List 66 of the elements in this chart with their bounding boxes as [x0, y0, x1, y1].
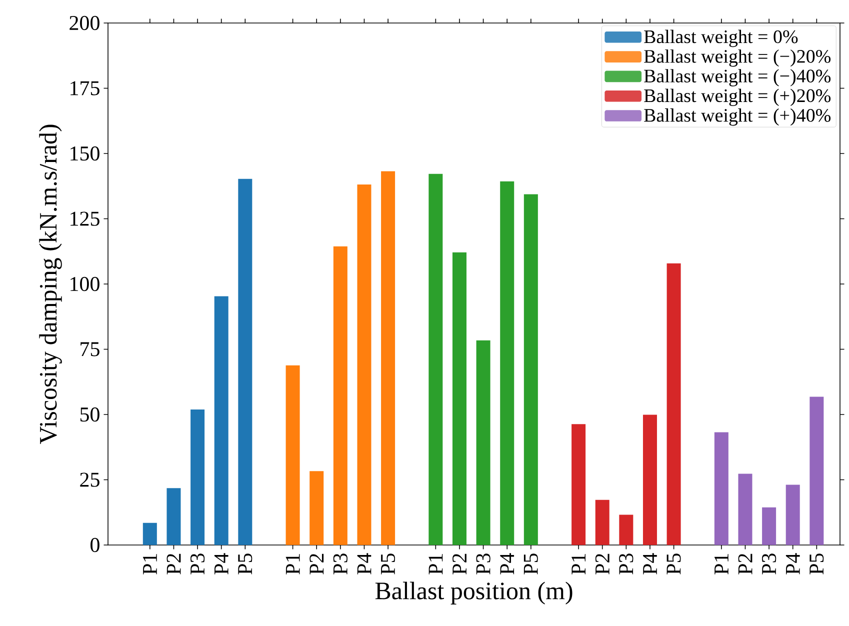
bar — [381, 171, 396, 545]
x-axis-title: Ballast position (m) — [375, 582, 572, 604]
bar — [310, 471, 324, 545]
y-tick-label: 200 — [70, 16, 100, 30]
bar — [762, 507, 776, 545]
bar — [190, 410, 205, 545]
legend-label: Ballast weight = (+)40% — [644, 108, 831, 126]
x-tick-label: P2 — [452, 554, 466, 574]
x-tick-label: P5 — [524, 554, 538, 574]
x-tick-label: P5 — [381, 554, 396, 574]
bar — [500, 181, 514, 545]
x-tick-label: P3 — [333, 554, 348, 574]
legend-label: Ballast weight = (−)20% — [644, 49, 831, 67]
bar — [786, 484, 800, 545]
x-tick-label: P3 — [190, 554, 205, 574]
x-tick-label: P5 — [810, 554, 824, 574]
x-tick-label: P1 — [572, 554, 586, 574]
x-tick-label: P2 — [738, 554, 752, 574]
bar — [572, 424, 586, 545]
y-tick-label: 125 — [70, 212, 100, 226]
y-tick-label: 150 — [70, 146, 100, 161]
legend-label: Ballast weight = (+)20% — [644, 88, 831, 106]
x-tick-label: P3 — [619, 554, 634, 574]
bar — [452, 252, 466, 545]
x-tick-label: P1 — [286, 554, 300, 574]
legend-label: Ballast weight = 0% — [644, 30, 798, 48]
x-tick-label: P4 — [786, 553, 800, 574]
x-tick-label: P4 — [500, 553, 514, 574]
bar — [476, 340, 490, 545]
x-tick-label: P5 — [666, 554, 681, 574]
bar — [333, 246, 348, 545]
y-axis-title: Viscosity damping (kN.m.s/rad) — [39, 124, 62, 444]
x-tick-label: P1 — [142, 554, 157, 574]
bar — [214, 296, 228, 545]
bar — [810, 396, 824, 545]
y-tick-label: 0 — [90, 538, 100, 552]
x-tick-label: P3 — [476, 554, 490, 574]
bar — [642, 414, 657, 545]
x-tick-label: P5 — [238, 554, 252, 574]
x-tick-label: P4 — [643, 553, 657, 574]
x-tick-label: P2 — [310, 554, 324, 574]
bar — [357, 184, 372, 545]
bar — [238, 178, 252, 545]
bar — [166, 488, 181, 545]
y-tick-label: 100 — [70, 276, 100, 292]
bar — [595, 500, 610, 545]
x-tick-label: P1 — [428, 554, 443, 574]
legend-label: Ballast weight = (−)40% — [644, 69, 831, 86]
x-tick-label: P3 — [762, 554, 776, 574]
x-tick-label: P2 — [166, 554, 181, 574]
y-tick-label: 175 — [70, 81, 100, 96]
x-tick-label: P4 — [214, 553, 228, 574]
bar — [619, 514, 634, 545]
x-tick-label: P2 — [595, 554, 610, 574]
bar — [286, 365, 300, 545]
x-tick-label: P4 — [357, 553, 372, 574]
y-tick-label: 50 — [80, 407, 100, 422]
x-tick-label: P1 — [714, 554, 728, 574]
bar — [142, 522, 157, 545]
y-tick-label: 75 — [80, 342, 100, 356]
bar — [714, 432, 728, 545]
bar — [666, 263, 681, 545]
bar — [738, 474, 752, 545]
y-tick-label: 25 — [80, 472, 100, 487]
bar — [524, 194, 538, 545]
bar — [428, 174, 443, 545]
